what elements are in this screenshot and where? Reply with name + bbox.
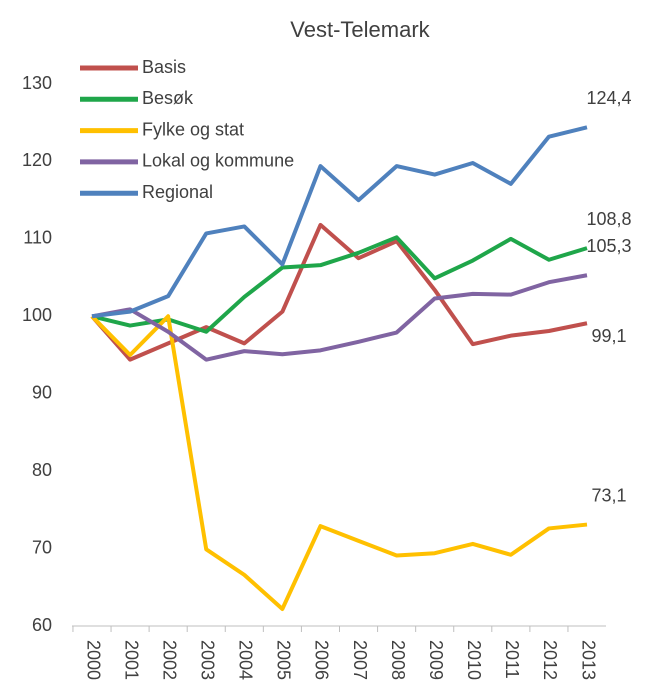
legend-label: Besøk <box>142 88 194 108</box>
data-label: 124,4 <box>586 88 631 108</box>
series-line <box>91 125 588 319</box>
data-label: 108,8 <box>586 209 631 229</box>
y-tick-label: 60 <box>32 615 52 635</box>
legend-label: Regional <box>142 182 213 202</box>
series-line <box>90 222 588 362</box>
series-line <box>91 273 588 362</box>
y-tick-label: 100 <box>22 305 52 325</box>
x-tick-label: 2002 <box>159 640 179 680</box>
data-label: 73,1 <box>591 485 626 505</box>
y-tick-label: 90 <box>32 382 52 402</box>
x-tick-label: 2013 <box>578 640 598 680</box>
x-tick-label: 2012 <box>540 640 560 680</box>
x-tick-label: 2005 <box>274 640 294 680</box>
x-tick-label: 2003 <box>197 640 217 680</box>
chart-title: Vest-Telemark <box>290 17 430 42</box>
data-label: 99,1 <box>591 326 626 346</box>
data-label: 105,3 <box>586 236 631 256</box>
y-tick-label: 110 <box>23 228 52 248</box>
x-tick-label: 2010 <box>464 640 484 680</box>
legend-label: Fylke og stat <box>142 119 244 139</box>
legend-label: Lokal og kommune <box>142 151 294 171</box>
y-tick-label: 130 <box>22 73 52 93</box>
x-tick-label: 2000 <box>83 640 103 680</box>
x-tick-label: 2004 <box>236 640 256 680</box>
x-tick-label: 2011 <box>502 640 522 679</box>
x-tick-label: 2008 <box>388 640 408 680</box>
series-line <box>91 235 588 334</box>
legend-label: Basis <box>142 57 186 77</box>
x-tick-label: 2007 <box>350 640 370 680</box>
y-tick-label: 120 <box>22 150 52 170</box>
x-tick-label: 2009 <box>426 640 446 680</box>
x-tick-label: 2006 <box>312 640 332 680</box>
y-tick-label: 80 <box>32 460 52 480</box>
series-line <box>90 314 588 611</box>
x-tick-label: 2001 <box>121 640 141 680</box>
y-tick-label: 70 <box>32 537 52 557</box>
